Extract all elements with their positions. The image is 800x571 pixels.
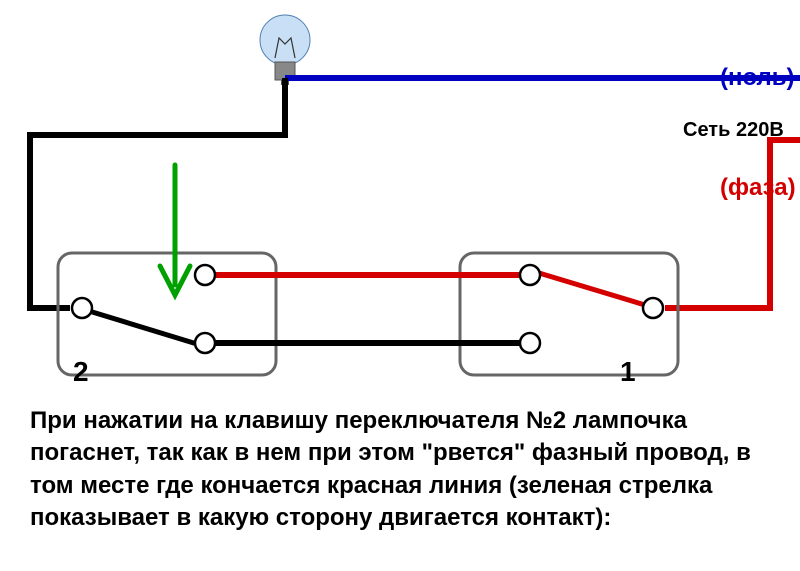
circuit-diagram: (ноль) Сеть 220В (фаза) 2 1 <box>0 0 800 395</box>
switch-2-lower-terminal <box>195 333 215 353</box>
circuit-svg <box>0 0 800 395</box>
description-text: При нажатии на клавишу переключателя №2 … <box>30 405 760 535</box>
switch-1-lower-terminal <box>520 333 540 353</box>
switch-2-upper-terminal <box>195 265 215 285</box>
switch-1-label: 1 <box>620 356 636 388</box>
switch-1-lever <box>539 273 645 305</box>
phase-label: (фаза) <box>720 174 796 202</box>
switch-2-common-terminal <box>72 298 92 318</box>
switch-1-upper-terminal <box>520 265 540 285</box>
light-bulb-icon <box>260 15 310 85</box>
green-arrow-icon <box>160 165 190 295</box>
neutral-label: (ноль) <box>720 64 795 92</box>
switch-2-lever <box>89 311 197 344</box>
switch-1-common-terminal <box>643 298 663 318</box>
mains-label: Сеть 220В <box>683 119 784 142</box>
phase-wire <box>665 140 800 308</box>
switch-2-label: 2 <box>73 356 89 388</box>
